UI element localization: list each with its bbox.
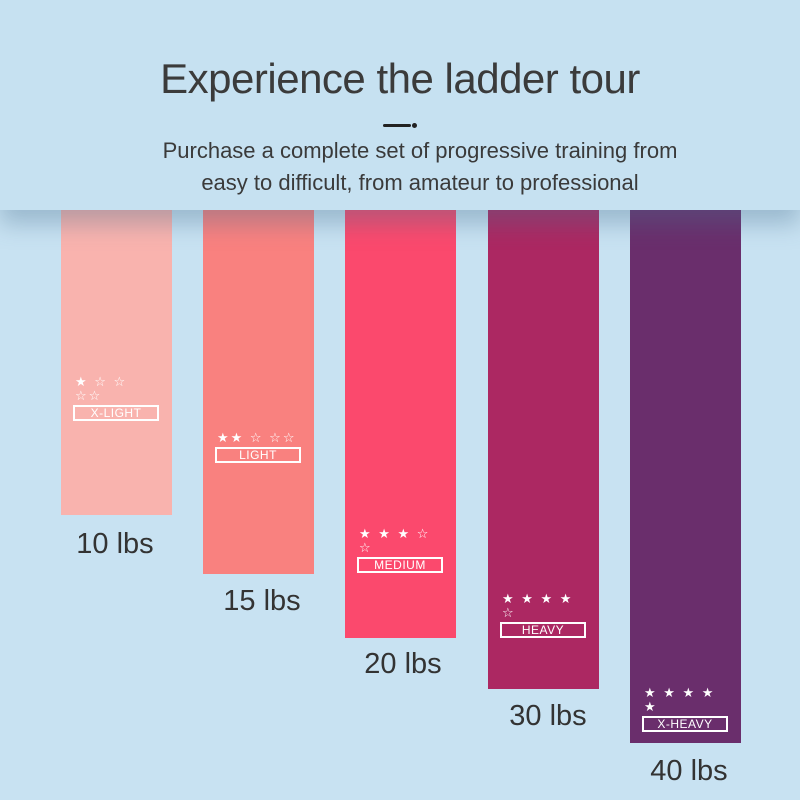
title-divider-dot xyxy=(412,123,417,128)
level-label: X-LIGHT xyxy=(73,405,159,421)
rating-stars-icon: ★ ★ ★ ★ ☆ xyxy=(502,591,574,620)
band-badge: ★ ☆ ☆ ☆☆ X-LIGHT xyxy=(73,375,159,421)
level-label: X-HEAVY xyxy=(642,716,728,732)
level-label: LIGHT xyxy=(215,447,301,463)
level-label: HEAVY xyxy=(500,622,586,638)
weight-label-20: 20 lbs xyxy=(364,648,442,680)
band-x-heavy[interactable]: ★ ★ ★ ★ ★ X-HEAVY xyxy=(630,210,741,743)
weight-label-40: 40 lbs xyxy=(650,755,728,787)
title-divider xyxy=(383,124,411,127)
subtitle-line-1: Purchase a complete set of progressive t… xyxy=(162,138,678,163)
rating-stars-icon: ★★ ☆ ☆☆ xyxy=(217,430,297,445)
band-badge: ★★ ☆ ☆☆ LIGHT xyxy=(215,431,301,463)
header-banner: Experience the ladder tour Purchase a co… xyxy=(0,0,800,210)
level-label: MEDIUM xyxy=(357,557,443,573)
weight-label-30: 30 lbs xyxy=(509,700,587,732)
rating-stars-icon: ★ ★ ★ ☆ ☆ xyxy=(359,526,431,555)
band-light[interactable]: ★★ ☆ ☆☆ LIGHT xyxy=(203,210,314,574)
subtitle-line-2: easy to difficult, from amateur to profe… xyxy=(201,170,639,195)
page-subtitle: Purchase a complete set of progressive t… xyxy=(0,135,800,199)
band-x-light[interactable]: ★ ☆ ☆ ☆☆ X-LIGHT xyxy=(61,210,172,515)
page-title: Experience the ladder tour xyxy=(160,55,640,102)
band-badge: ★ ★ ★ ☆ ☆ MEDIUM xyxy=(357,527,443,573)
weight-label-15: 15 lbs xyxy=(223,585,301,617)
rating-stars-icon: ★ ★ ★ ★ ★ xyxy=(644,685,716,714)
band-badge: ★ ★ ★ ★ ★ X-HEAVY xyxy=(642,686,728,732)
band-heavy[interactable]: ★ ★ ★ ★ ☆ HEAVY xyxy=(488,210,599,689)
weight-label-10: 10 lbs xyxy=(76,528,154,560)
band-badge: ★ ★ ★ ★ ☆ HEAVY xyxy=(500,592,586,638)
band-medium[interactable]: ★ ★ ★ ☆ ☆ MEDIUM xyxy=(345,210,456,638)
rating-stars-icon: ★ ☆ ☆ ☆☆ xyxy=(75,374,128,403)
